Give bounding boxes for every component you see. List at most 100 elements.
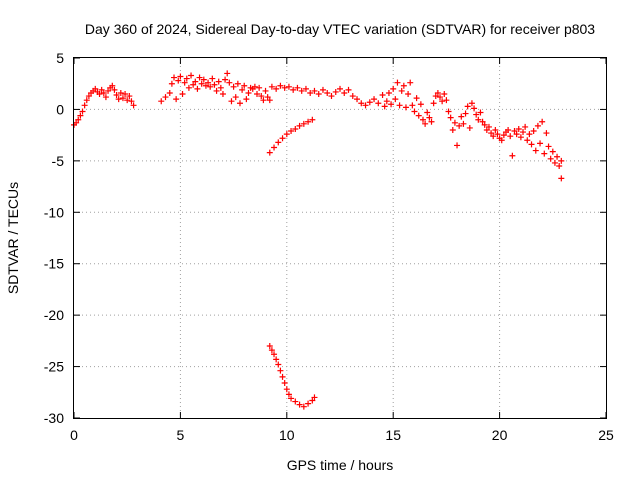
data-point bbox=[432, 93, 439, 100]
data-point bbox=[405, 91, 412, 97]
data-point bbox=[245, 89, 252, 96]
data-point bbox=[394, 79, 401, 86]
data-point bbox=[337, 85, 343, 92]
data-point bbox=[430, 100, 437, 107]
data-point bbox=[332, 88, 339, 95]
data-point bbox=[507, 133, 514, 140]
data-point bbox=[437, 94, 444, 101]
data-point bbox=[415, 112, 422, 119]
data-point bbox=[292, 398, 299, 405]
data-point bbox=[500, 132, 507, 139]
data-point bbox=[419, 116, 426, 123]
data-point bbox=[558, 175, 565, 182]
data-point bbox=[511, 128, 518, 135]
data-point bbox=[439, 98, 446, 105]
data-point bbox=[115, 96, 122, 103]
data-point bbox=[396, 102, 403, 109]
data-point bbox=[551, 159, 558, 166]
data-point bbox=[285, 391, 292, 398]
x-tick-label: 10 bbox=[279, 427, 295, 443]
data-point bbox=[290, 86, 297, 93]
data-point bbox=[234, 80, 241, 87]
data-point bbox=[464, 103, 471, 110]
data-point bbox=[545, 143, 552, 150]
data-point bbox=[205, 79, 212, 86]
data-point bbox=[349, 93, 356, 100]
data-point bbox=[100, 89, 107, 96]
data-point bbox=[271, 144, 278, 151]
y-tick-labels: 5 0 -5 -10 -15 -20 -25 -30 bbox=[44, 50, 64, 426]
data-point bbox=[400, 82, 407, 89]
data-point bbox=[324, 89, 331, 96]
data-point bbox=[202, 82, 209, 89]
data-point bbox=[81, 102, 88, 109]
data-point bbox=[434, 89, 441, 96]
data-point bbox=[526, 131, 533, 138]
data-point bbox=[122, 91, 129, 97]
data-point bbox=[288, 128, 295, 135]
data-point bbox=[113, 92, 120, 99]
data-point bbox=[385, 89, 392, 96]
data-point bbox=[513, 131, 520, 138]
data-point bbox=[179, 91, 186, 97]
data-point bbox=[422, 120, 429, 127]
data-point bbox=[539, 118, 546, 125]
plot-frame bbox=[73, 57, 607, 419]
data-point bbox=[341, 89, 348, 96]
data-point bbox=[517, 134, 524, 141]
data-point bbox=[447, 114, 454, 121]
data-point bbox=[473, 111, 480, 118]
data-point bbox=[200, 76, 207, 83]
data-point bbox=[522, 123, 529, 130]
data-point bbox=[260, 97, 267, 104]
data-point bbox=[215, 78, 222, 85]
data-point bbox=[268, 347, 275, 354]
y-tick-label: -20 bbox=[44, 307, 64, 323]
data-point bbox=[456, 122, 463, 129]
data-point bbox=[228, 98, 235, 105]
data-point bbox=[534, 122, 541, 129]
x-tick-label: 0 bbox=[70, 427, 78, 443]
data-point bbox=[388, 101, 395, 108]
data-point bbox=[498, 137, 505, 144]
data-point bbox=[407, 79, 414, 86]
data-point bbox=[390, 85, 397, 92]
y-axis-label: SDTVAR / TECUs bbox=[5, 182, 21, 294]
data-point bbox=[181, 79, 188, 86]
data-point bbox=[275, 361, 282, 368]
data-point bbox=[232, 94, 239, 101]
data-point bbox=[402, 104, 409, 111]
data-point bbox=[505, 127, 512, 133]
data-point bbox=[171, 74, 178, 81]
data-point bbox=[277, 82, 284, 89]
data-point bbox=[475, 116, 482, 123]
data-point bbox=[296, 401, 303, 408]
data-point bbox=[190, 81, 197, 88]
data-point bbox=[119, 95, 126, 102]
data-point bbox=[392, 96, 399, 103]
data-point bbox=[515, 125, 522, 132]
data-point bbox=[111, 86, 118, 93]
data-point bbox=[375, 100, 382, 107]
chart-title: Day 360 of 2024, Sidereal Day-to-day VTE… bbox=[85, 21, 595, 37]
data-point bbox=[309, 116, 316, 123]
x-axis-label: GPS time / hours bbox=[287, 457, 394, 473]
data-point bbox=[126, 93, 133, 100]
data-point bbox=[492, 127, 499, 133]
data-point bbox=[485, 123, 492, 130]
data-point bbox=[315, 91, 322, 97]
data-point bbox=[449, 127, 456, 133]
data-point bbox=[530, 128, 537, 135]
data-point bbox=[254, 91, 261, 97]
y-tick-label: -5 bbox=[52, 153, 65, 169]
data-point bbox=[83, 97, 90, 104]
data-point bbox=[441, 91, 448, 97]
data-point bbox=[175, 77, 182, 84]
data-point bbox=[279, 373, 286, 380]
data-point bbox=[283, 386, 290, 393]
data-point bbox=[398, 87, 405, 94]
data-point bbox=[362, 102, 369, 109]
data-point bbox=[462, 110, 469, 117]
data-point bbox=[96, 91, 103, 97]
data-point bbox=[543, 130, 550, 137]
